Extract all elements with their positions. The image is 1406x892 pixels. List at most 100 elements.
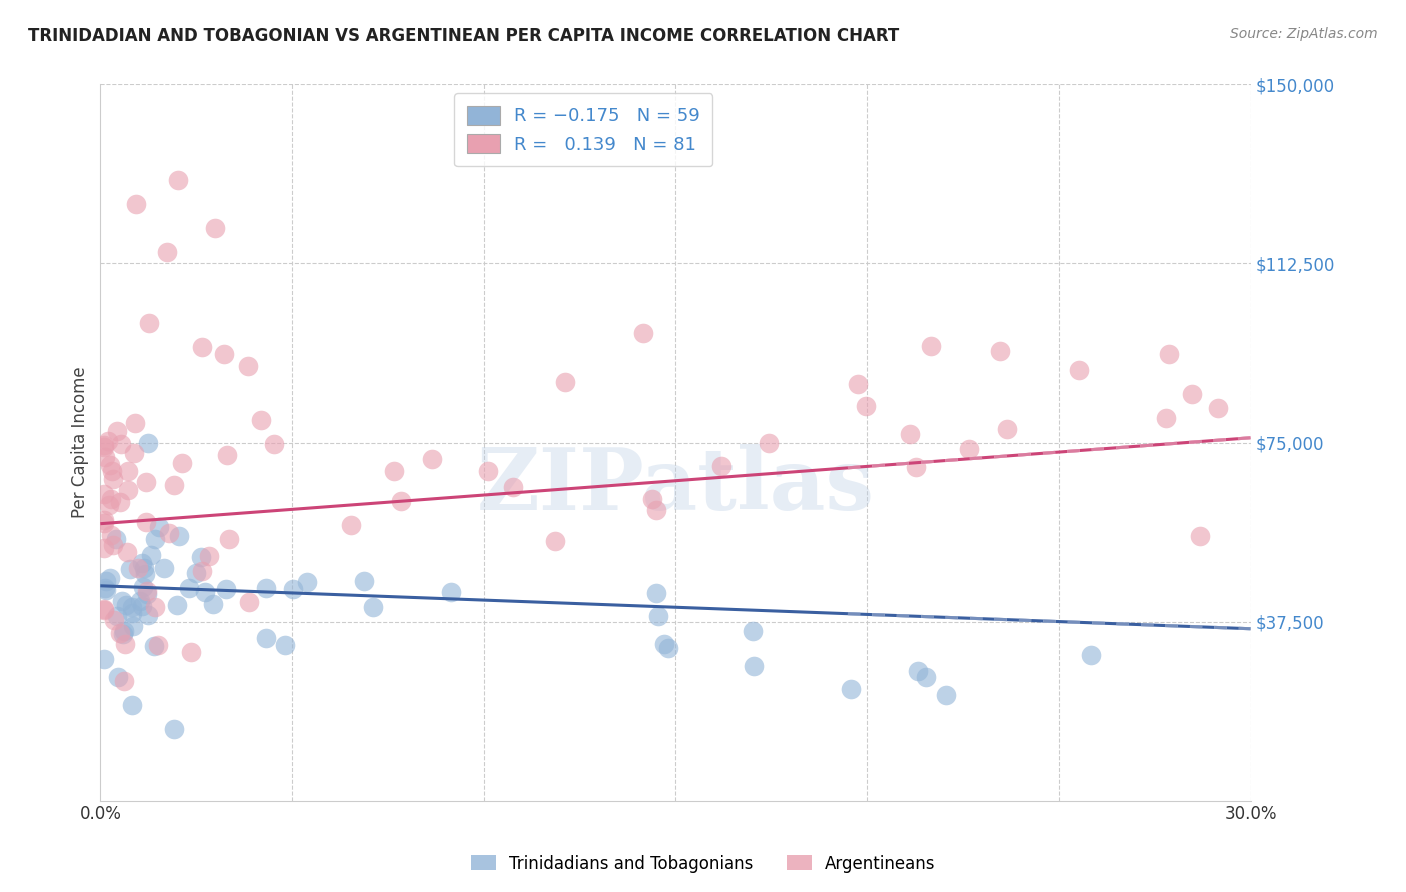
Point: [177, 582, 200, 596]
Point: [249, 413, 271, 427]
Point: [111, 594, 134, 608]
Point: [204, 220, 226, 235]
Point: [1206, 401, 1229, 415]
Point: [93, 541, 115, 555]
Point: [131, 556, 153, 570]
Point: [136, 583, 159, 598]
Point: [742, 624, 765, 638]
Point: [121, 606, 143, 620]
Point: [995, 422, 1018, 436]
Point: [115, 598, 138, 612]
Point: [98, 571, 121, 585]
Point: [134, 567, 156, 582]
Point: [132, 561, 155, 575]
Point: [142, 639, 165, 653]
Point: [105, 424, 128, 438]
Point: [93, 516, 115, 530]
Point: [157, 525, 180, 540]
Point: [127, 561, 149, 575]
Point: [201, 597, 224, 611]
Point: [641, 492, 664, 507]
Point: [93, 603, 115, 617]
Point: [644, 502, 666, 516]
Point: [915, 670, 938, 684]
Point: [841, 681, 863, 696]
Point: [166, 598, 188, 612]
Point: [382, 464, 405, 478]
Point: [389, 494, 412, 508]
Point: [93, 513, 115, 527]
Point: [905, 460, 928, 475]
Point: [105, 532, 128, 546]
Point: [353, 574, 375, 588]
Point: [633, 326, 655, 340]
Point: [420, 452, 443, 467]
Point: [141, 548, 163, 562]
Point: [236, 359, 259, 373]
Point: [190, 564, 212, 578]
Point: [254, 581, 277, 595]
Point: [920, 339, 942, 353]
Point: [117, 483, 139, 497]
Point: [254, 631, 277, 645]
Point: [554, 375, 576, 389]
Point: [212, 346, 235, 360]
Point: [215, 582, 238, 597]
Point: [93, 651, 115, 665]
Point: [121, 599, 143, 614]
Point: [138, 435, 160, 450]
Point: [744, 659, 766, 673]
Point: [122, 619, 145, 633]
Point: [135, 586, 157, 600]
Point: [148, 519, 170, 533]
Point: [132, 580, 155, 594]
Point: [1181, 387, 1204, 401]
Point: [190, 549, 212, 564]
Point: [110, 625, 132, 640]
Point: [135, 475, 157, 489]
Point: [502, 480, 524, 494]
Legend: Trinidadians and Tobagonians, Argentineans: Trinidadians and Tobagonians, Argentinea…: [464, 848, 942, 880]
Point: [180, 645, 202, 659]
Point: [988, 344, 1011, 359]
Point: [93, 601, 115, 615]
Point: [855, 399, 877, 413]
Point: [172, 456, 194, 470]
Point: [125, 196, 148, 211]
Point: [957, 442, 980, 456]
Legend: R = −0.175   N = 59, R =   0.139   N = 81: R = −0.175 N = 59, R = 0.139 N = 81: [454, 94, 713, 167]
Point: [134, 515, 156, 529]
Point: [115, 545, 138, 559]
Point: [101, 538, 124, 552]
Point: [93, 438, 115, 452]
Point: [100, 464, 122, 478]
Point: [100, 492, 122, 507]
Point: [654, 637, 676, 651]
Point: [131, 599, 153, 614]
Point: [477, 464, 499, 478]
Point: [93, 440, 115, 454]
Point: [907, 664, 929, 678]
Point: [112, 674, 135, 689]
Point: [107, 670, 129, 684]
Point: [215, 449, 238, 463]
Point: [544, 534, 567, 549]
Point: [114, 637, 136, 651]
Point: [94, 574, 117, 588]
Point: [100, 527, 122, 541]
Point: [190, 340, 212, 354]
Point: [1069, 363, 1091, 377]
Point: [94, 450, 117, 465]
Point: [297, 574, 319, 589]
Point: [110, 436, 132, 450]
Point: [1159, 347, 1181, 361]
Point: [124, 417, 146, 431]
Point: [98, 458, 121, 473]
Point: [218, 532, 240, 546]
Y-axis label: Per Capita Income: Per Capita Income: [72, 367, 89, 518]
Text: Source: ZipAtlas.com: Source: ZipAtlas.com: [1230, 27, 1378, 41]
Point: [647, 609, 669, 624]
Point: [263, 437, 285, 451]
Point: [108, 494, 131, 508]
Point: [198, 549, 221, 564]
